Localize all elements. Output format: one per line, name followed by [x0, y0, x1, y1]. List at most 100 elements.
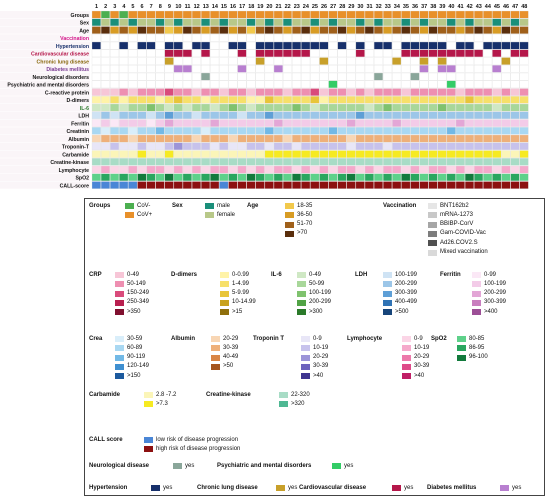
heatmap-cell	[237, 96, 247, 104]
heatmap-cell	[437, 150, 447, 158]
column-label: 28	[339, 4, 345, 10]
heatmap-cell	[182, 18, 192, 27]
legend-swatch	[115, 272, 124, 278]
column-label: 26	[321, 4, 327, 10]
row-label: Carbamide	[62, 152, 89, 158]
heatmap-cell	[455, 142, 465, 151]
heatmap-cell	[292, 49, 302, 58]
heatmap-cell	[310, 10, 320, 19]
heatmap-cell	[246, 80, 256, 89]
heatmap-cell	[446, 72, 456, 81]
heatmap-cell	[146, 158, 156, 166]
heatmap-cell	[182, 10, 192, 19]
heatmap-cell	[128, 142, 138, 151]
heatmap-cell	[355, 49, 365, 58]
column-label: 17	[239, 4, 245, 10]
heatmap-cell	[501, 88, 511, 96]
heatmap-cell	[446, 80, 456, 89]
heatmap-cell	[355, 173, 365, 182]
heatmap-cell	[119, 65, 129, 73]
heatmap-cell	[319, 65, 329, 73]
heatmap-cell	[401, 26, 411, 34]
heatmap-cell	[301, 150, 311, 158]
heatmap-cell	[428, 142, 438, 151]
heatmap-cell	[437, 49, 447, 58]
column-label: 8	[159, 4, 162, 10]
heatmap-cell	[410, 142, 420, 151]
heatmap-cell	[392, 181, 402, 189]
heatmap-cell	[392, 96, 402, 104]
heatmap-cell	[464, 111, 474, 120]
heatmap-cell	[137, 127, 147, 135]
legend-swatch	[115, 363, 124, 370]
heatmap-cell	[201, 150, 211, 158]
heatmap-cell	[346, 41, 356, 50]
heatmap-cell	[137, 10, 147, 19]
heatmap-cell	[292, 88, 302, 96]
heatmap-cell	[310, 57, 320, 65]
heatmap-cell	[401, 96, 411, 104]
heatmap-cell	[155, 150, 165, 158]
heatmap-cell	[219, 142, 229, 151]
heatmap-cell	[401, 10, 411, 19]
heatmap-cell	[392, 150, 402, 158]
row-shadow	[0, 42, 90, 50]
legend-swatch	[402, 363, 411, 370]
heatmap-cell	[310, 127, 320, 135]
heatmap-cell	[419, 142, 429, 151]
heatmap-cell	[282, 127, 292, 135]
heatmap-cell	[182, 57, 192, 65]
heatmap-cell	[301, 103, 311, 112]
heatmap-cell	[410, 103, 420, 112]
heatmap-cell	[173, 165, 183, 174]
heatmap-cell	[173, 158, 183, 166]
heatmap-cell	[155, 65, 165, 73]
row-shadow	[0, 119, 90, 127]
legend-label: 22-320	[291, 391, 310, 398]
heatmap-cell	[364, 49, 374, 58]
heatmap-cell	[519, 18, 529, 27]
heatmap-cell	[292, 103, 302, 112]
heatmap-cell	[310, 80, 320, 89]
heatmap-cell	[201, 88, 211, 96]
heatmap-cell	[355, 150, 365, 158]
heatmap-cell	[501, 96, 511, 104]
column-label: 24	[303, 4, 310, 10]
heatmap-cell	[510, 72, 520, 81]
heatmap-cell	[464, 142, 474, 151]
heatmap-cell	[437, 173, 447, 182]
heatmap-cell	[464, 65, 474, 73]
heatmap-cell	[337, 142, 347, 151]
column-label: 14	[212, 4, 219, 10]
legend-swatch	[220, 290, 229, 297]
legend-swatch	[115, 373, 124, 380]
row-label: C-reactive protein	[45, 90, 89, 96]
heatmap-cell	[373, 49, 383, 58]
heatmap-cell	[373, 111, 383, 120]
heatmap-cell	[373, 26, 383, 34]
heatmap-cell	[191, 65, 201, 73]
heatmap-cell	[173, 41, 183, 50]
heatmap-cell	[164, 57, 174, 65]
heatmap-cell	[91, 181, 101, 189]
legend-label: low risk of disease progression	[156, 436, 239, 443]
row-label: Diabetes mellitus	[46, 67, 89, 73]
heatmap-cell	[337, 80, 347, 89]
heatmap-cell	[364, 173, 374, 182]
heatmap-cell	[355, 142, 365, 151]
heatmap-cell	[437, 88, 447, 96]
heatmap-cell	[437, 111, 447, 120]
heatmap-cell	[492, 103, 502, 112]
heatmap-cell	[392, 158, 402, 166]
heatmap-cell	[137, 173, 147, 182]
legend-label: 10-19	[414, 344, 430, 351]
heatmap-cell	[483, 80, 493, 89]
heatmap-cell	[155, 80, 165, 89]
legend-label: 200-299	[484, 290, 507, 297]
heatmap-cell	[110, 119, 120, 127]
heatmap-cell	[282, 165, 292, 174]
heatmap-cell	[137, 26, 147, 34]
legend-swatch	[457, 354, 466, 361]
heatmap-cell	[401, 18, 411, 27]
heatmap-cell	[264, 150, 274, 158]
